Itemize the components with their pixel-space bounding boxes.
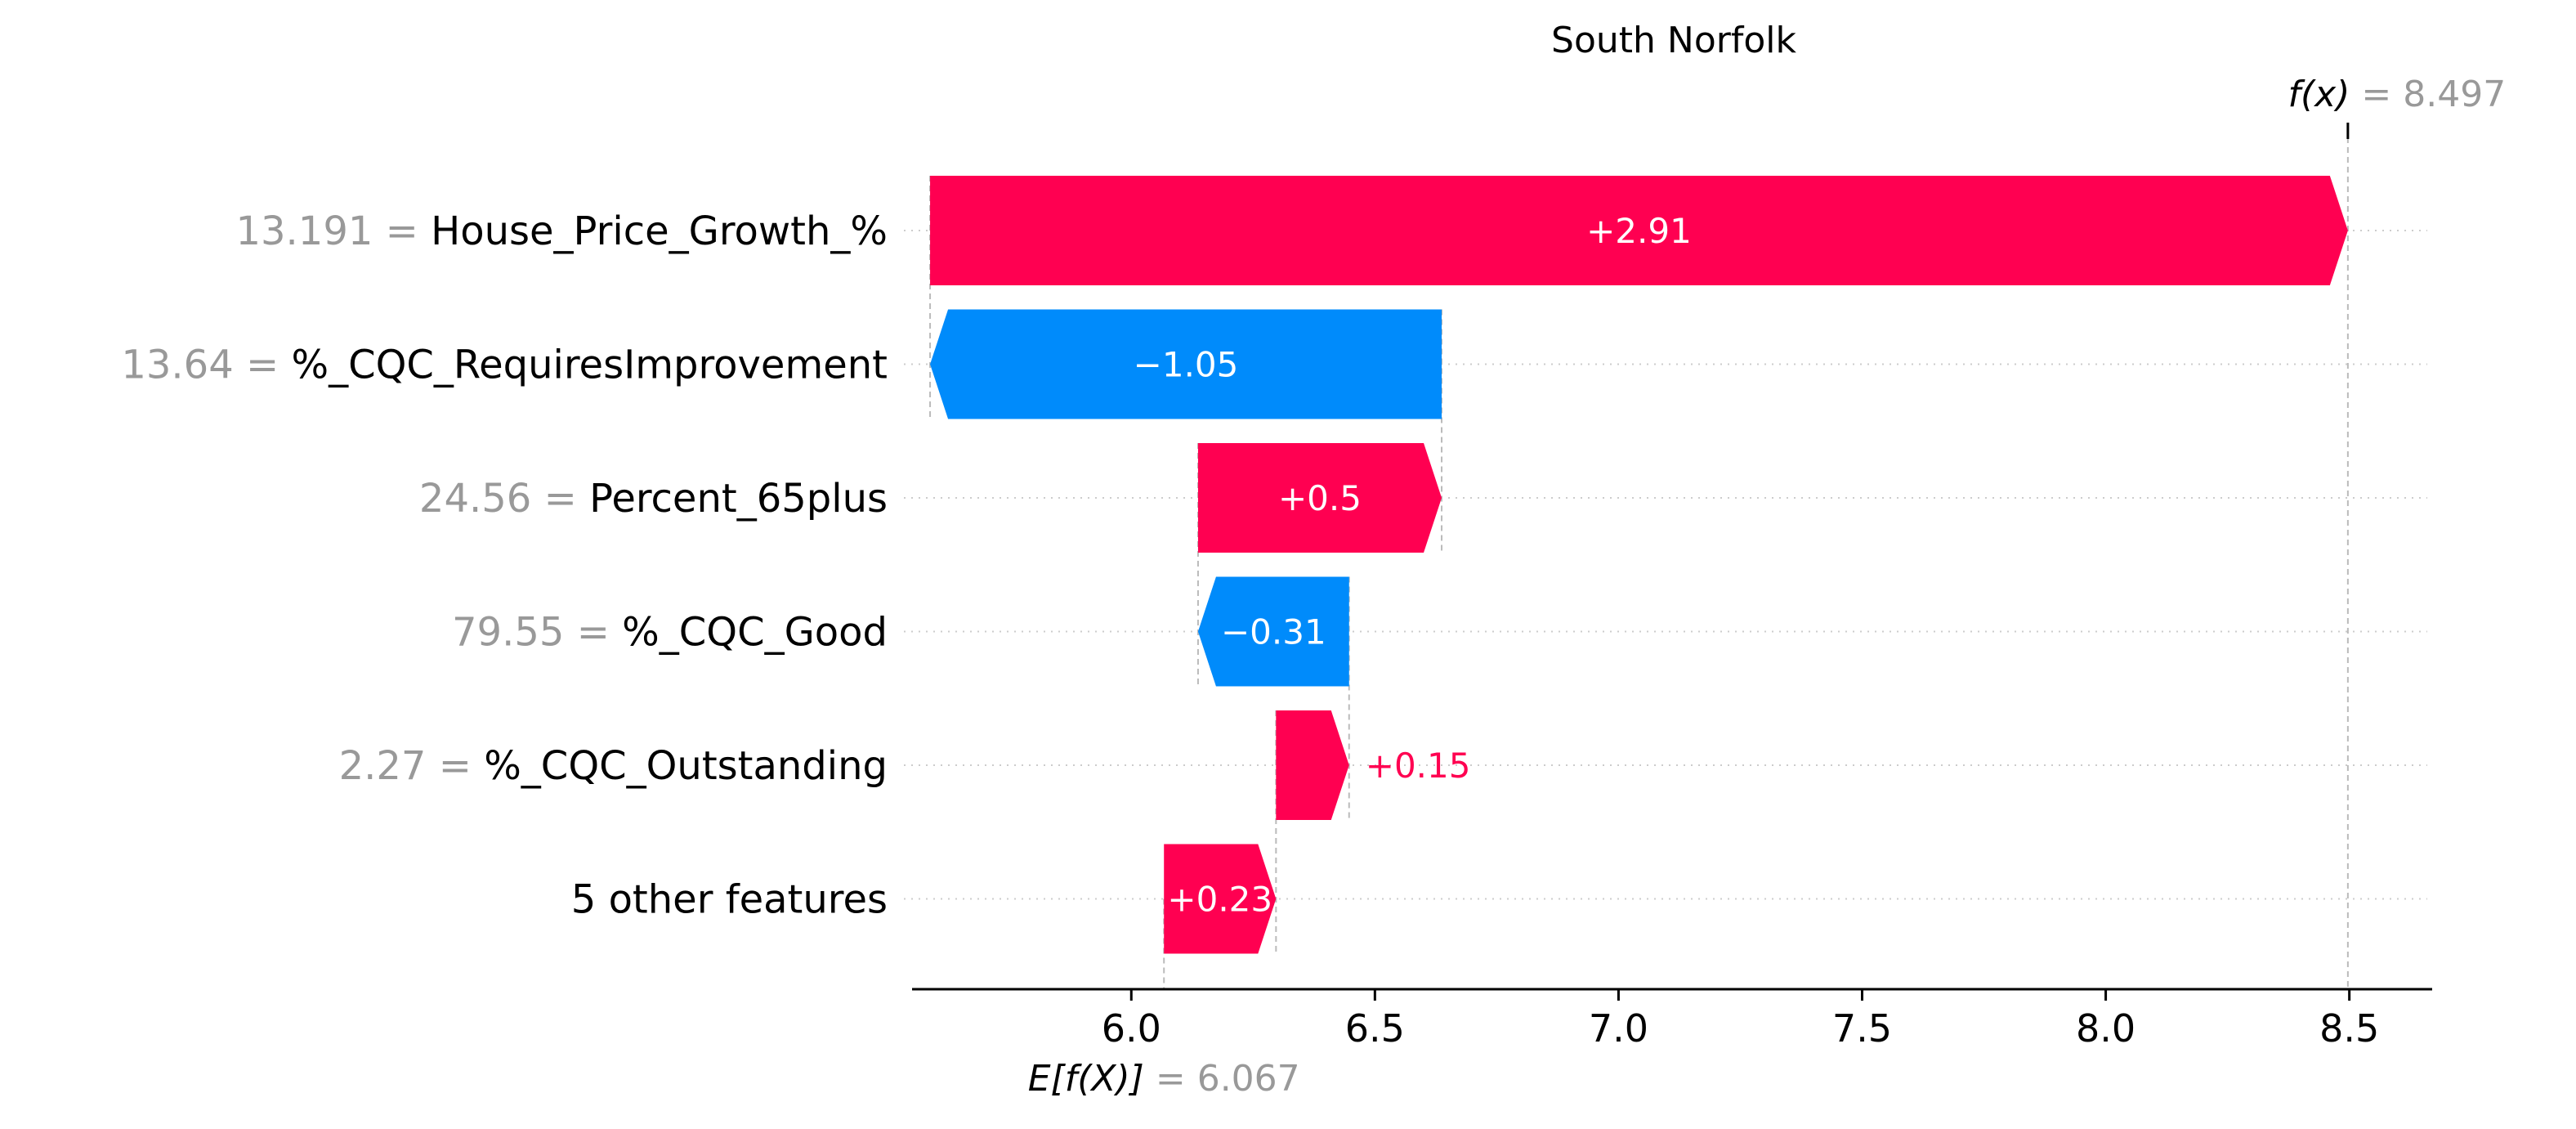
contribution-label: +0.15 <box>1366 746 1471 786</box>
feature-value: 2.27 = <box>339 743 485 789</box>
contribution-label: −1.05 <box>1134 345 1239 385</box>
positive-contribution-bar <box>930 176 2348 285</box>
feature-name: House_Price_Growth_% <box>431 208 888 254</box>
contribution-label: −0.31 <box>1221 612 1326 652</box>
base-value-symbol: E[f(X)] <box>1028 1058 1156 1100</box>
contribution-label: +0.23 <box>1167 880 1272 920</box>
feature-name: %_CQC_Outstanding <box>484 743 888 789</box>
feature-name: Percent_65plus <box>589 476 888 522</box>
negative-contribution-bar <box>930 309 1442 419</box>
feature-label: 2.27 = %_CQC_Outstanding <box>339 743 888 789</box>
output-value-label: f(x) = 8.497 <box>2288 74 2507 115</box>
positive-contribution-bar <box>1276 710 1349 820</box>
negative-contribution-bar <box>1197 576 1349 687</box>
chart-title: South Norfolk <box>1551 20 1796 61</box>
positive-contribution-bar <box>1197 443 1442 553</box>
feature-value: 13.64 = <box>121 343 291 388</box>
positive-contribution-bar <box>1164 844 1277 954</box>
feature-label: 5 other features <box>571 877 888 923</box>
output-value-symbol: f(x) <box>2288 74 2362 115</box>
contribution-label: +2.91 <box>1586 211 1692 251</box>
feature-name: %_CQC_Good <box>622 610 888 656</box>
contribution-label: +0.5 <box>1278 478 1362 518</box>
x-tick-label: 7.5 <box>1832 1006 1892 1051</box>
base-value-label: E[f(X)] = 6.067 <box>1028 1058 1300 1100</box>
x-tick-label: 6.0 <box>1102 1006 1161 1051</box>
x-tick-label: 8.5 <box>2319 1006 2379 1051</box>
feature-name: %_CQC_RequiresImprovement <box>292 343 888 388</box>
feature-value: 79.55 = <box>452 610 622 656</box>
feature-label: 13.64 = %_CQC_RequiresImprovement <box>121 343 888 388</box>
base-value-number: = 6.067 <box>1156 1058 1300 1100</box>
output-value-number: = 8.497 <box>2361 74 2506 115</box>
x-tick-label: 8.0 <box>2076 1006 2135 1051</box>
feature-name: 5 other features <box>571 877 888 923</box>
x-tick-label: 7.0 <box>1589 1006 1648 1051</box>
x-tick-label: 6.5 <box>1345 1006 1405 1051</box>
feature-value: 13.191 = <box>235 208 431 254</box>
feature-label: 13.191 = House_Price_Growth_% <box>235 208 888 254</box>
feature-label: 79.55 = %_CQC_Good <box>452 610 888 656</box>
feature-value: 24.56 = <box>419 476 589 522</box>
feature-label: 24.56 = Percent_65plus <box>419 476 888 522</box>
